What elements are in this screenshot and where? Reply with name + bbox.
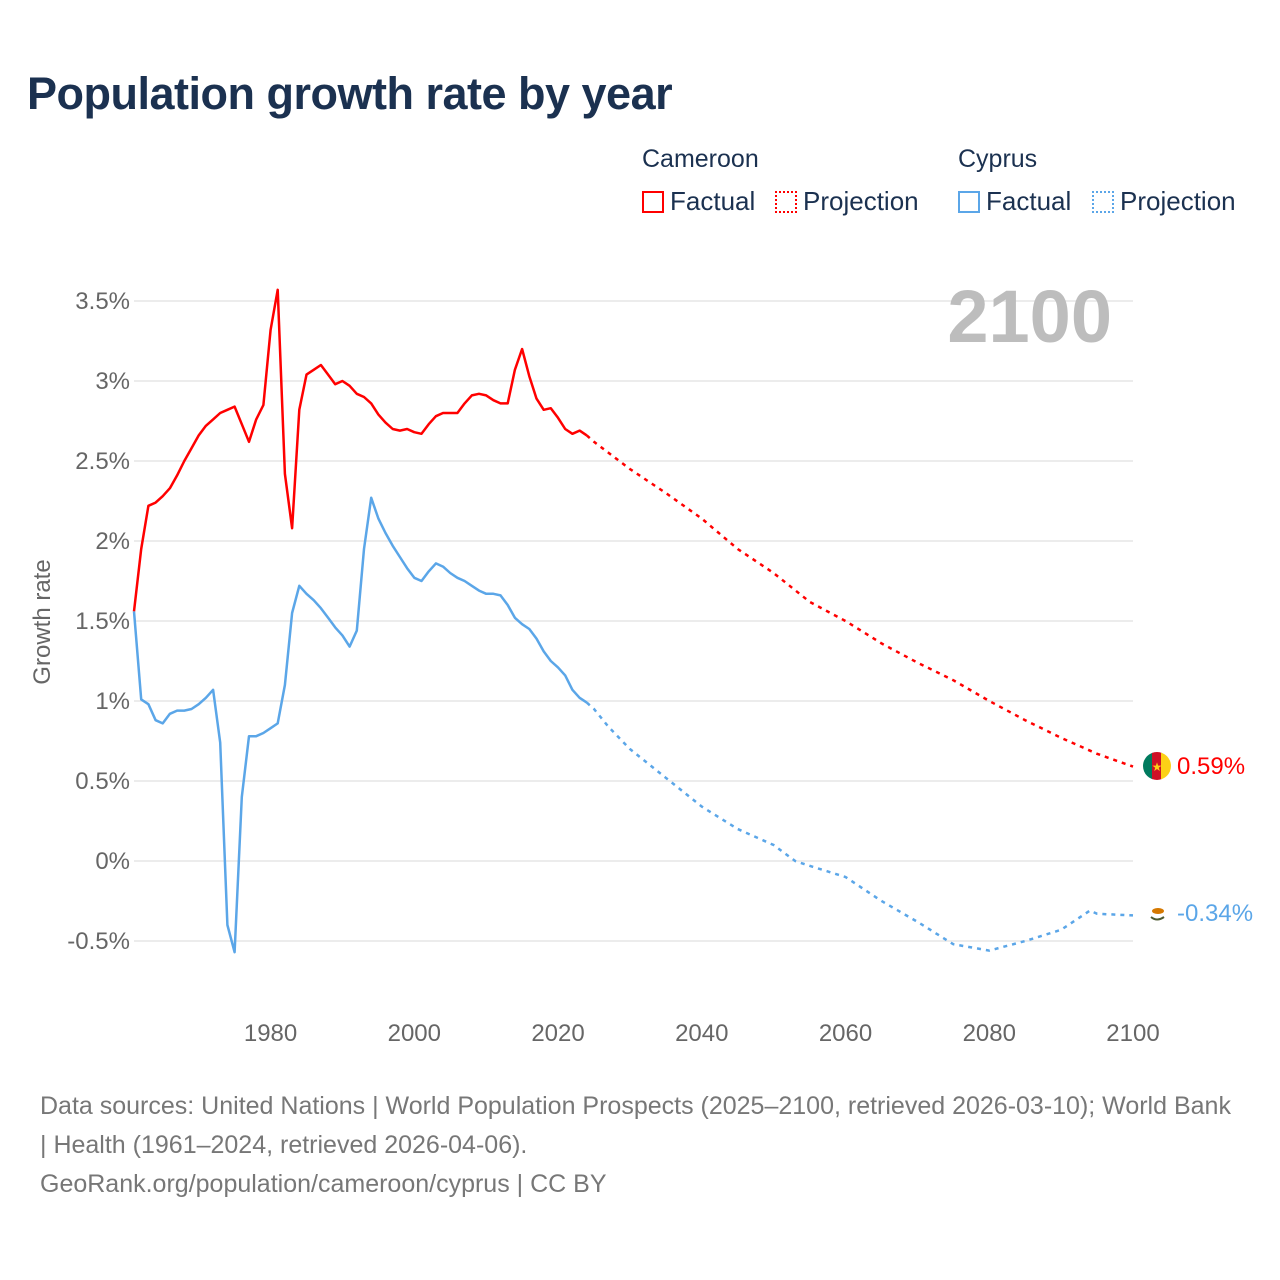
x-tick-label: 2100 [1106, 1020, 1159, 1047]
legend-label: Factual [670, 186, 756, 216]
cyprus-flag-icon [1143, 899, 1171, 927]
legend-label: Projection [1120, 186, 1236, 216]
legend-swatch-dotted [1092, 190, 1114, 213]
cyprus-end-label: -0.34% [1177, 900, 1253, 927]
y-axis-label: Growth rate [29, 559, 56, 684]
x-tick-label: 2020 [531, 1020, 584, 1047]
credit-link[interactable]: GeoRank.org/population/cameroon/cyprus |… [40, 1170, 607, 1198]
cameroon-flag-icon: ★ [1143, 752, 1171, 780]
legend-cameroon-heading: Cameroon [642, 145, 759, 173]
y-tick-label: 2% [95, 528, 130, 555]
y-tick-label: 0.5% [75, 768, 130, 795]
legend-label: Projection [803, 186, 919, 216]
current-year-display: 2100 [947, 275, 1112, 358]
cameroon-projection-line [585, 434, 1134, 768]
cyprus-projection-line [585, 701, 1134, 952]
legend-swatch-dotted [775, 190, 797, 213]
x-tick-label: 2060 [819, 1020, 872, 1047]
footer: Data sources: United Nations | World Pop… [40, 1087, 1240, 1204]
y-tick-label: 1.5% [75, 608, 130, 635]
chart-title: Population growth rate by year [27, 68, 673, 119]
svg-text:★: ★ [1152, 760, 1163, 774]
x-tick-label: 2000 [388, 1020, 441, 1047]
y-tick-label: 3.5% [75, 288, 130, 315]
data-sources: Data sources: United Nations | World Pop… [40, 1092, 1231, 1159]
legend-cyprus-heading: Cyprus [958, 145, 1038, 173]
cameroon-end-label: 0.59% [1177, 753, 1245, 780]
legend-cameroon-factual[interactable]: Factual [642, 186, 755, 217]
y-tick-label: 0% [95, 848, 130, 875]
legend-cameroon-projection[interactable]: Projection [775, 186, 919, 217]
y-tick-label: 3% [95, 368, 130, 395]
x-tick-label: 1980 [244, 1020, 297, 1047]
y-tick-label: -0.5% [67, 928, 130, 955]
x-tick-label: 2080 [963, 1020, 1016, 1047]
x-tick-label: 2040 [675, 1020, 728, 1047]
y-tick-label: 2.5% [75, 448, 130, 475]
legend-cyprus-factual[interactable]: Factual [958, 186, 1071, 217]
legend-swatch-solid [958, 190, 980, 213]
cameroon-factual-line [132, 288, 588, 612]
y-tick-label: 1% [95, 688, 130, 715]
legend-label: Factual [986, 186, 1072, 216]
cyprus-factual-line [132, 496, 588, 954]
legend-swatch-solid [642, 190, 664, 213]
legend-cyprus-projection[interactable]: Projection [1092, 186, 1236, 217]
